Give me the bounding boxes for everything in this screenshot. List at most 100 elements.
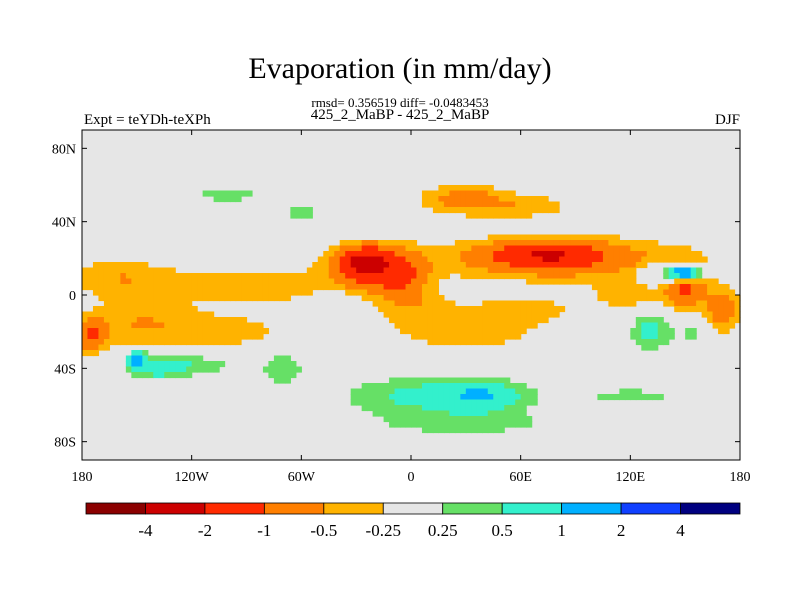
- field-cell: [465, 410, 472, 417]
- field-cell: [690, 289, 697, 296]
- field-cell: [482, 300, 489, 307]
- field-cell: [652, 251, 659, 258]
- field-cell: [476, 410, 483, 417]
- field-cell: [306, 207, 313, 214]
- field-cell: [273, 295, 280, 302]
- field-cell: [493, 306, 500, 313]
- field-cell: [564, 245, 571, 252]
- field-cell: [312, 273, 319, 280]
- field-cell: [537, 278, 544, 285]
- field-cell: [98, 322, 105, 329]
- field-cell: [460, 251, 467, 258]
- field-cell: [416, 284, 423, 291]
- field-cell: [487, 388, 494, 395]
- colorbar-label: -2: [198, 521, 212, 540]
- field-cell: [476, 251, 483, 258]
- field-cell: [208, 284, 215, 291]
- field-cell: [103, 328, 111, 335]
- field-cell: [131, 311, 138, 318]
- field-cell: [493, 196, 500, 203]
- field-cell: [685, 328, 692, 335]
- field-cell: [613, 284, 620, 291]
- field-cell: [515, 333, 522, 340]
- field-cell: [400, 383, 407, 390]
- field-cell: [520, 394, 527, 401]
- field-cell: [268, 295, 275, 302]
- field-cell: [389, 300, 396, 307]
- field-cell: [657, 322, 664, 329]
- field-cell: [213, 273, 220, 280]
- field-cell: [103, 333, 111, 340]
- field-cell: [427, 284, 434, 291]
- field-cell: [679, 295, 686, 302]
- field-cell: [432, 328, 440, 335]
- field-cell: [685, 245, 692, 252]
- field-cell: [339, 245, 346, 252]
- field-cell: [92, 350, 100, 357]
- field-cell: [449, 388, 456, 395]
- field-cell: [498, 405, 505, 412]
- field-cell: [372, 289, 379, 296]
- field-cell: [515, 394, 522, 401]
- field-cell: [482, 201, 489, 208]
- field-cell: [103, 267, 111, 274]
- field-cell: [493, 333, 500, 340]
- field-cell: [635, 251, 642, 258]
- field-cell: [515, 328, 522, 335]
- field-cell: [131, 289, 138, 296]
- field-cell: [334, 278, 341, 285]
- field-cell: [438, 201, 445, 208]
- field-cell: [608, 394, 615, 401]
- field-cell: [142, 350, 149, 357]
- field-cell: [553, 240, 560, 247]
- field-cell: [147, 306, 154, 313]
- field-cell: [197, 333, 204, 340]
- field-cell: [657, 251, 664, 258]
- field-cell: [230, 284, 237, 291]
- field-cell: [570, 262, 577, 269]
- field-cell: [400, 251, 407, 258]
- field-cell: [504, 317, 511, 324]
- field-cell: [471, 190, 478, 197]
- field-cell: [142, 267, 149, 274]
- field-cell: [158, 278, 165, 285]
- field-cell: [306, 289, 313, 296]
- field-cell: [400, 421, 407, 428]
- field-cell: [613, 295, 620, 302]
- colorbar-swatch: [501, 502, 563, 515]
- field-cell: [498, 311, 505, 318]
- field-cell: [718, 317, 725, 324]
- field-cell: [570, 278, 577, 285]
- field-cell: [471, 207, 478, 214]
- field-cell: [520, 388, 527, 395]
- field-cell: [295, 273, 302, 280]
- field-cell: [186, 339, 193, 346]
- field-cell: [685, 295, 692, 302]
- field-cell: [624, 295, 631, 302]
- field-cell: [290, 366, 297, 373]
- field-cell: [641, 284, 648, 291]
- field-cell: [432, 339, 440, 346]
- field-cell: [443, 328, 450, 335]
- field-cell: [591, 256, 599, 263]
- field-cell: [103, 317, 111, 324]
- field-cell: [312, 278, 319, 285]
- field-cell: [498, 207, 505, 214]
- field-cell: [164, 333, 171, 340]
- field-cell: [531, 196, 538, 203]
- field-cell: [531, 245, 538, 252]
- field-cell: [400, 295, 407, 302]
- field-cell: [482, 306, 489, 313]
- field-cell: [82, 311, 89, 318]
- field-cell: [427, 416, 434, 423]
- field-cell: [465, 339, 472, 346]
- field-cell: [361, 256, 368, 263]
- field-cell: [421, 295, 429, 302]
- field-cell: [674, 245, 681, 252]
- field-cell: [674, 289, 681, 296]
- field-cell: [191, 273, 198, 280]
- field-cell: [284, 372, 291, 379]
- field-cell: [619, 245, 626, 252]
- field-cell: [169, 355, 176, 362]
- field-cell: [416, 416, 423, 423]
